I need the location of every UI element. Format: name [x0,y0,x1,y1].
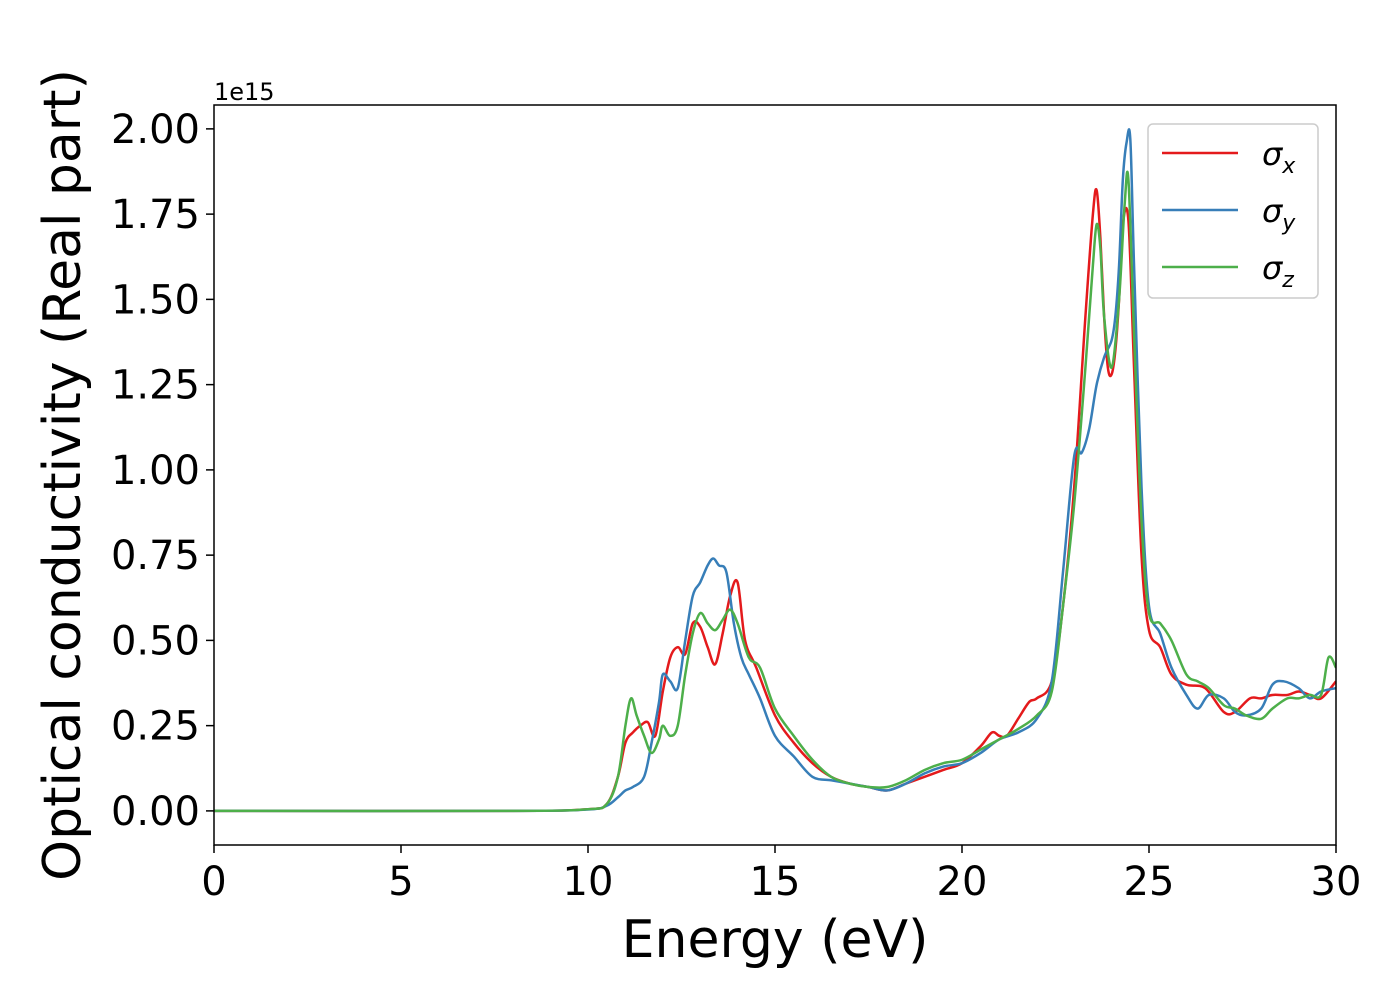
y-tick-label: 1.25 [111,363,200,409]
y-tick-label: 0.25 [111,704,200,750]
legend-label-y: σy [1262,192,1296,236]
x-axis-ticks: 0 5 10 15 20 25 30 [201,845,1361,905]
y-tick-label: 1.00 [111,448,200,494]
y-offset-label: 1e15 [214,78,275,106]
y-tick-label: 0.00 [111,789,200,835]
x-tick-label: 30 [1311,859,1362,905]
y-tick-label: 2.00 [111,107,200,153]
x-tick-label: 20 [937,859,988,905]
legend-label-x: σx [1262,135,1296,179]
series-layer [214,128,1336,813]
y-tick-label: 1.75 [111,192,200,238]
x-tick-label: 15 [750,859,801,905]
legend-label-z: σz [1262,249,1294,293]
legend-entries: σx σy σz [1162,135,1296,293]
x-axis-label: Energy (eV) [622,910,929,970]
y-axis-label: Optical conductivity (Real part) [33,69,93,881]
y-tick-label: 0.50 [111,618,200,664]
x-tick-label: 0 [201,859,226,905]
x-tick-label: 5 [388,859,413,905]
legend: σx σy σz [1147,123,1319,299]
y-tick-label: 0.75 [111,533,200,579]
y-axis-ticks: 0.00 0.25 0.50 0.75 1.00 1.25 1.50 1.75 2.00 [111,107,214,835]
series-line-y [214,128,1336,813]
series-line-x [214,188,1336,813]
x-tick-label: 25 [1124,859,1175,905]
y-tick-label: 1.50 [111,277,200,323]
x-tick-label: 10 [563,859,614,905]
series-line-z [214,170,1336,813]
